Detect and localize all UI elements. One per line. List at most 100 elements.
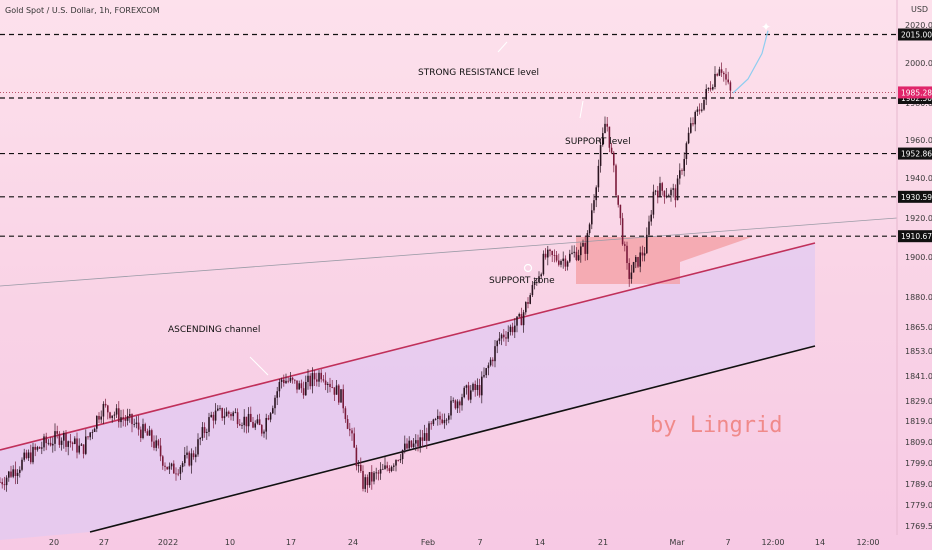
candle-body	[93, 428, 96, 432]
candle-body	[197, 439, 199, 455]
candle-body	[100, 416, 102, 420]
candle-body	[102, 403, 105, 417]
candle-body	[705, 89, 707, 100]
candle-body	[470, 390, 472, 400]
candle-body	[571, 252, 573, 254]
candle-body	[318, 372, 320, 382]
candle-body	[417, 440, 419, 447]
level-badge-1952.86	[898, 147, 932, 160]
candle-body	[357, 465, 360, 467]
candle-body	[60, 440, 63, 445]
time-tick-label: 24	[348, 538, 358, 547]
price-tick-label: 1940.00	[905, 174, 932, 183]
candle-body	[566, 261, 569, 267]
candle-body	[421, 437, 424, 441]
candle-body	[619, 204, 622, 219]
candle-body	[309, 375, 311, 387]
candle-body	[333, 387, 336, 395]
candle-body	[21, 459, 23, 470]
candle-body	[201, 427, 204, 439]
candle-body	[514, 325, 516, 333]
candle-body	[725, 74, 727, 80]
candle-body	[56, 431, 58, 434]
annotation-arrow-icon	[249, 356, 269, 376]
price-tick-label: 2020.00	[905, 21, 932, 30]
candle-body	[346, 419, 349, 429]
candle-body	[426, 433, 428, 441]
candle-body	[111, 415, 113, 418]
candle-body	[256, 419, 259, 424]
candle-body	[124, 418, 127, 421]
candle-body	[679, 170, 681, 179]
candle-body	[575, 251, 578, 261]
time-tick-label: 12:00	[761, 538, 784, 547]
candle-body	[362, 470, 364, 489]
level-badge-text-1910.67: 1910.67	[901, 232, 932, 241]
candle-body	[683, 158, 685, 171]
candle-body	[0, 481, 1, 483]
candle-body	[338, 385, 340, 403]
candle-body	[230, 413, 232, 417]
candle-body	[547, 249, 549, 258]
candle-body	[71, 442, 74, 445]
candle-body	[397, 460, 399, 461]
candle-body	[639, 252, 641, 267]
candle-body	[511, 326, 514, 333]
candle-body	[474, 383, 476, 391]
candle-body	[274, 397, 276, 409]
candle-body	[294, 379, 296, 381]
candle-body	[122, 417, 124, 419]
time-tick-label: 7	[477, 538, 482, 547]
candle-body	[489, 359, 492, 366]
candle-body	[140, 429, 142, 439]
candle-body	[252, 421, 254, 428]
price-tick-label: 1960.00	[905, 136, 932, 145]
candle-body	[221, 407, 223, 419]
candle-body	[423, 433, 426, 441]
candle-body	[269, 413, 272, 420]
candle-body	[379, 469, 382, 474]
candle-body	[265, 417, 267, 432]
candle-body	[434, 419, 437, 420]
candle-body	[142, 424, 144, 439]
candle-body	[307, 375, 309, 382]
candle-body	[551, 251, 553, 255]
candle-body	[113, 414, 116, 416]
candle-body	[234, 412, 237, 414]
candle-body	[206, 431, 208, 434]
candle-body	[188, 452, 190, 466]
currency-label: USD	[911, 5, 928, 14]
candle-body	[472, 383, 474, 391]
candle-body	[146, 431, 149, 436]
candle-body	[463, 387, 465, 398]
candle-body	[375, 472, 377, 474]
candle-body	[181, 463, 184, 468]
candle-body	[164, 465, 166, 467]
candle-body	[500, 334, 503, 339]
candle-body	[503, 334, 505, 338]
candle-body	[203, 427, 206, 434]
candle-body	[492, 359, 494, 362]
candle-body	[47, 442, 50, 444]
candle-body	[577, 255, 580, 261]
candle-body	[694, 111, 696, 125]
candle-body	[643, 253, 646, 256]
candle-body	[148, 430, 151, 436]
candle-body	[41, 447, 43, 449]
candle-body	[63, 433, 65, 441]
candle-body	[173, 463, 175, 474]
candle-body	[399, 459, 402, 461]
candle-body	[415, 440, 417, 444]
candle-body	[588, 224, 591, 234]
time-tick-label: 14	[815, 538, 825, 547]
candle-body	[133, 424, 135, 425]
candle-body	[613, 152, 615, 166]
candle-body	[661, 183, 663, 191]
candle-body	[690, 123, 692, 133]
candle-body	[85, 436, 87, 454]
support-level-label: SUPPORT level	[565, 137, 631, 147]
candle-body	[190, 453, 193, 466]
candle-body	[126, 416, 129, 421]
candle-body	[14, 469, 17, 476]
